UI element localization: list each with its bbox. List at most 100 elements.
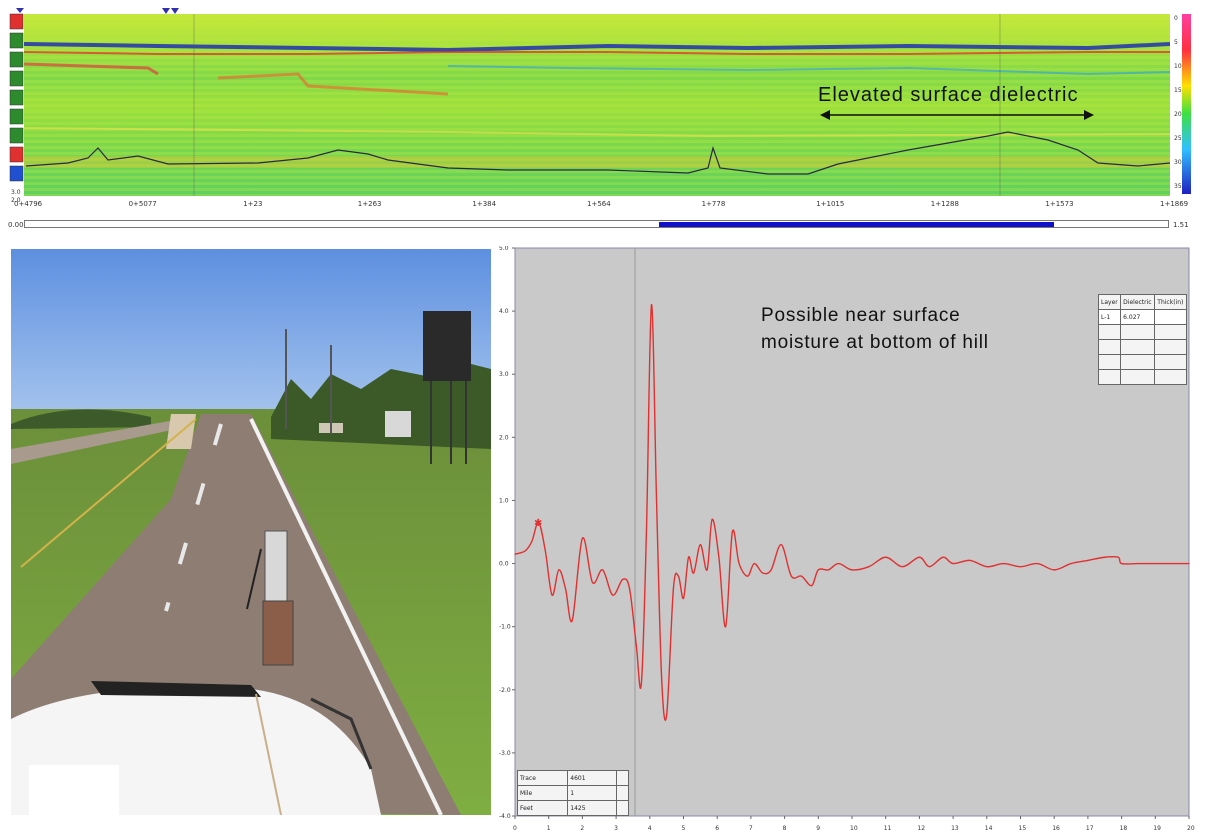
layer-icon[interactable] [9, 108, 24, 125]
thick-cell[interactable] [1154, 309, 1187, 325]
waveform-point [558, 569, 560, 571]
waveform-point [851, 569, 853, 571]
table-cell[interactable] [1097, 354, 1122, 370]
waveform-point [640, 682, 642, 685]
y-tick-label: -4.0 [499, 813, 511, 820]
radargram-x-axis: 0+4796 0+5077 1+23 1+263 1+384 1+564 1+778 1+10… [8, 198, 1195, 218]
waveform-point [800, 575, 803, 577]
waveform-point [762, 572, 764, 574]
waveform-point [1154, 562, 1156, 565]
waveform-point [591, 581, 594, 584]
table-cell[interactable] [1154, 354, 1187, 370]
y-tick-label: 4.0 [499, 308, 509, 315]
table-cell[interactable] [1154, 369, 1187, 385]
x-tick-label: 3 [614, 825, 618, 832]
waveform-point [622, 578, 624, 580]
radargram-x-tick: 1+1015 [816, 200, 845, 208]
table-cell[interactable] [1097, 369, 1122, 385]
waveform-point [770, 569, 772, 571]
annotation-line-1: Possible near surface [761, 305, 961, 326]
trace-info-table: Trace 4601 Mile 1 Feet 1425 [516, 770, 630, 816]
marker-icon[interactable] [162, 8, 170, 14]
waveform-point [655, 499, 658, 502]
waveform-point [810, 585, 813, 587]
table-cell[interactable] [1154, 339, 1187, 355]
radargram-x-tick: 1+384 [472, 200, 497, 208]
waveform-point [901, 566, 904, 568]
waveform-point [602, 569, 604, 571]
waveform-x-axis: 0 1 2 3 4 5 6 7 8 9 10 11 12 13 14 15 16 17 18 19 20 [513, 816, 1195, 832]
waveform-point [650, 304, 653, 306]
waveform-point [677, 575, 680, 577]
table-cell[interactable] [1097, 339, 1122, 355]
radargram-x-tick: 1+23 [243, 200, 263, 208]
layer-header: Layer [1097, 294, 1122, 310]
cursor-icon[interactable] [9, 32, 24, 49]
waveform-point [885, 556, 887, 558]
zoom-icon[interactable] [9, 51, 24, 68]
x-tick-label: 14 [985, 825, 993, 832]
x-tick-label: 20 [1187, 825, 1195, 832]
scrollbar-thumb[interactable] [659, 222, 1054, 227]
grid-icon[interactable] [9, 89, 24, 106]
play-icon[interactable] [9, 165, 24, 182]
table-cell[interactable] [1097, 324, 1122, 340]
waveform-point [693, 572, 695, 574]
layer-table: Layer Dielectric Thick(in) L-1 6.027 [1097, 294, 1187, 385]
table-cell [615, 800, 630, 816]
pan-icon[interactable] [9, 70, 24, 87]
waveform-point [718, 556, 720, 558]
colorbar [1182, 14, 1191, 194]
y-tick-label: 2.0 [499, 434, 509, 441]
annotation-elevated-dielectric: Elevated surface dielectric [818, 84, 1079, 106]
dielectric-cell[interactable]: 6.027 [1120, 309, 1156, 325]
radargram-x-tick: 0+4796 [14, 200, 43, 208]
table-cell[interactable] [1120, 324, 1156, 340]
arrow-icon[interactable] [9, 146, 24, 163]
x-tick-label: 10 [850, 825, 858, 832]
dielectric-header: Dielectric [1120, 294, 1156, 310]
radargram-x-tick: 1+263 [357, 200, 382, 208]
colorbar-tick: 20 [1174, 111, 1182, 118]
layer-cell[interactable]: L-1 [1097, 309, 1122, 325]
waveform-point [1171, 562, 1173, 565]
radargram-panel[interactable]: 0 5 10 15 20 25 30 35 3.0 2.0 [8, 8, 1195, 218]
waveform-point [699, 544, 701, 546]
road-photo [11, 249, 491, 815]
peak-marker-icon: ✱ [534, 518, 542, 529]
waveform-points [514, 304, 1190, 716]
marker-icon[interactable] [9, 13, 24, 30]
radargram-toolbar [9, 13, 24, 182]
x-tick-label: 13 [951, 825, 959, 832]
distance-scrollbar[interactable] [24, 220, 1169, 228]
x-tick-label: 5 [682, 825, 686, 832]
table-cell[interactable] [1120, 369, 1156, 385]
x-tick-label: 7 [749, 825, 753, 832]
waveform-point [817, 569, 819, 571]
waveform-point [1036, 562, 1038, 565]
waveform-point [731, 531, 733, 533]
table-cell[interactable] [1120, 354, 1156, 370]
waveform-point [790, 575, 792, 577]
feet-value: 1425 [567, 800, 617, 816]
table-cell [615, 785, 630, 801]
radargram-x-tick: 1+1288 [930, 200, 959, 208]
table-cell[interactable] [1120, 339, 1156, 355]
x-tick-label: 2 [580, 825, 584, 832]
waveform-point [986, 566, 988, 568]
annotation-near-surface-moisture: Possible near surface moisture at bottom… [761, 302, 989, 356]
left-readout-top: 3.0 [11, 189, 21, 196]
x-tick-label: 0 [513, 825, 517, 832]
waveform-point [564, 588, 567, 590]
pick-icon[interactable] [9, 127, 24, 144]
x-tick-label: 4 [648, 825, 652, 832]
scrollbar-max-label: 1.51 [1173, 221, 1189, 229]
waveform-point [514, 553, 516, 555]
waveform-point [969, 559, 971, 561]
waveform-point [1104, 556, 1106, 558]
waveform-point [725, 626, 727, 628]
trace-label: Trace [516, 770, 569, 786]
waveform-point [1053, 569, 1055, 571]
table-cell[interactable] [1154, 324, 1187, 340]
